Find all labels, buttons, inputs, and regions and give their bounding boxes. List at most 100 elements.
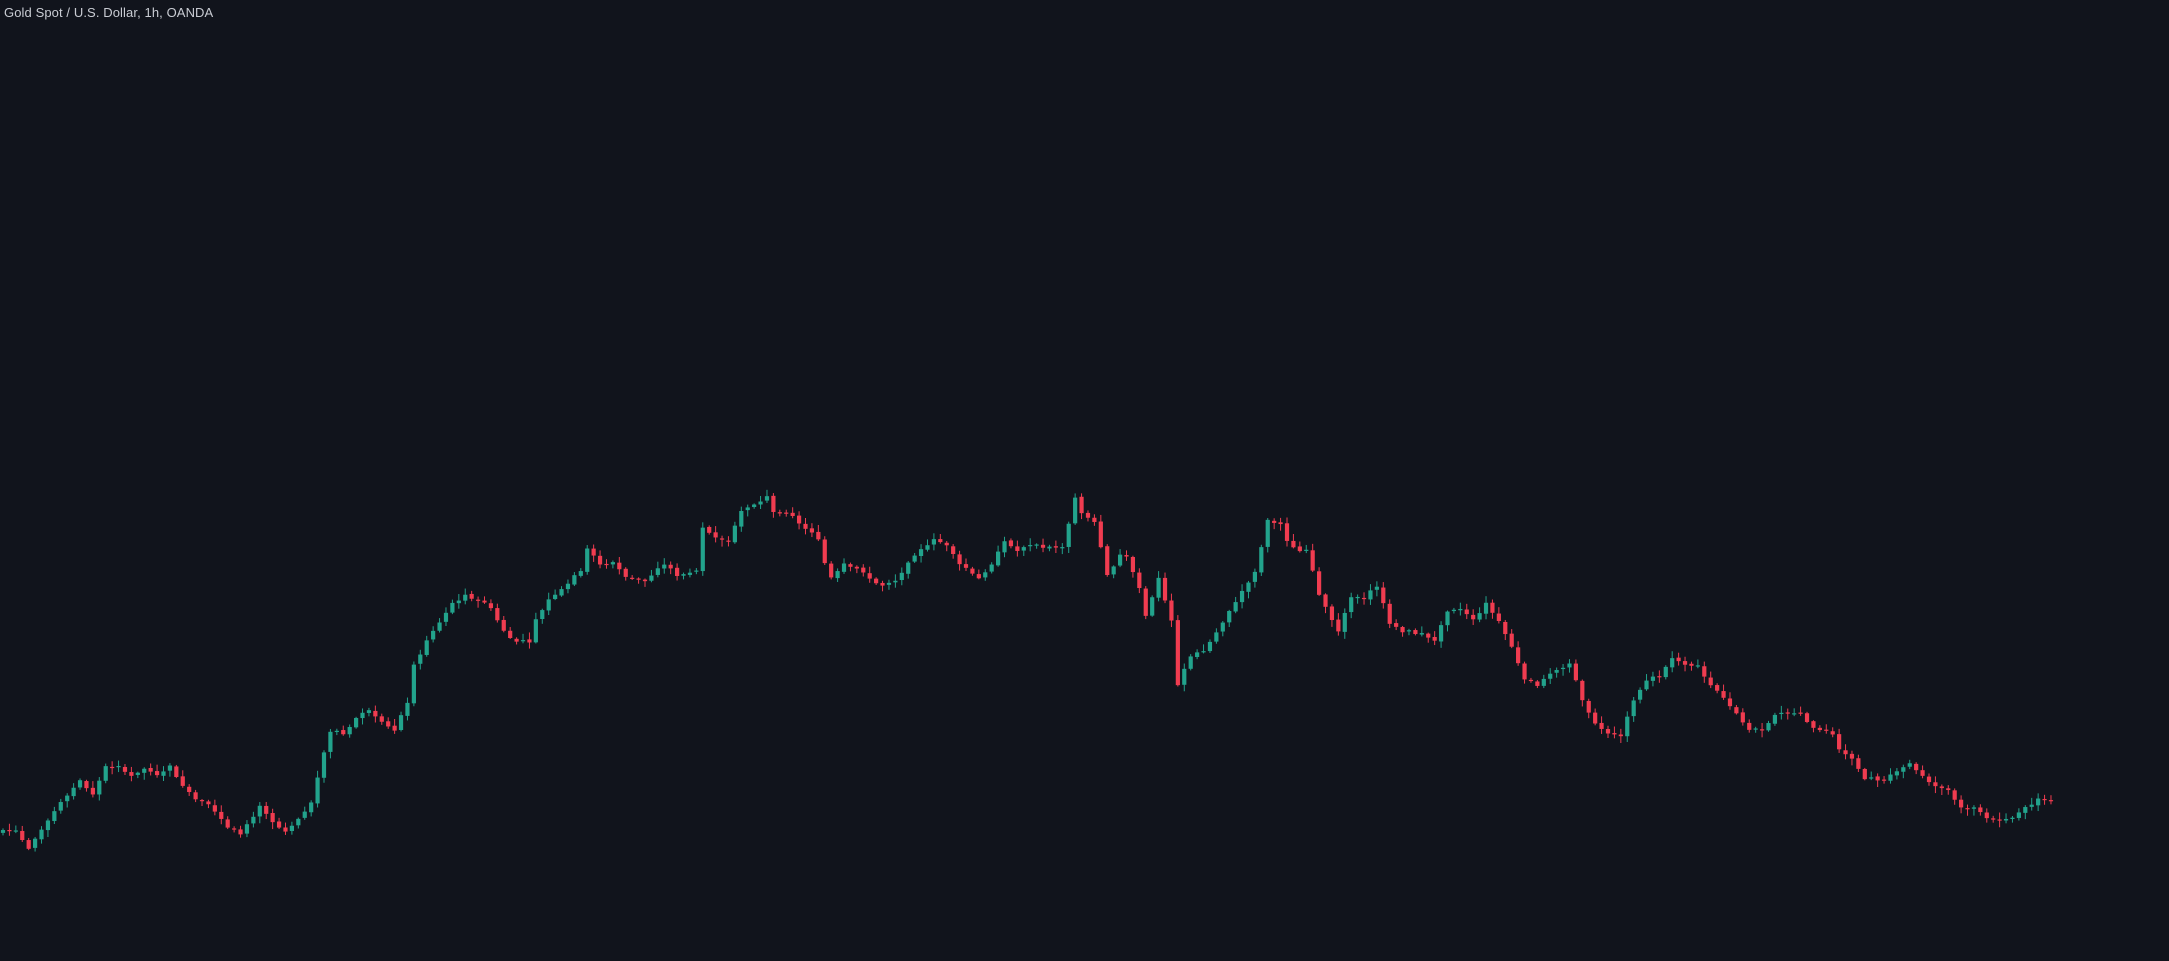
candle-up xyxy=(328,731,333,752)
candle-up xyxy=(135,772,140,775)
candle-down xyxy=(1849,753,1855,759)
candle-down xyxy=(1105,546,1110,576)
candle-up xyxy=(1445,611,1450,626)
candle-down xyxy=(206,801,211,805)
candle-down xyxy=(1759,729,1765,731)
candle-down xyxy=(1413,630,1418,635)
candle-down xyxy=(1804,713,1810,722)
candle-up xyxy=(1060,547,1065,549)
candle-up xyxy=(463,594,468,601)
candle-down xyxy=(1528,679,1534,682)
candle-down xyxy=(1124,555,1129,557)
candle-down xyxy=(963,564,969,568)
candle-up xyxy=(13,830,18,832)
candle-down xyxy=(1323,594,1328,607)
candle-up xyxy=(1233,602,1238,612)
candle-down xyxy=(617,562,622,570)
candle-up xyxy=(315,777,320,804)
candle-up xyxy=(366,710,372,713)
candle-up xyxy=(33,838,38,848)
candle-up xyxy=(39,829,44,840)
candle-up xyxy=(65,795,70,802)
candle-down xyxy=(1933,782,1938,787)
candle-down xyxy=(1708,677,1713,686)
candle-down xyxy=(1137,572,1142,589)
candle-up xyxy=(1021,547,1026,551)
candle-down xyxy=(867,573,872,579)
candle-down xyxy=(636,578,641,580)
candle-up xyxy=(405,702,410,716)
candle-down xyxy=(1175,620,1180,686)
candle-down xyxy=(1914,763,1919,771)
candle-down xyxy=(1676,657,1681,662)
candle-up xyxy=(649,575,654,581)
candle-up xyxy=(565,583,571,590)
candle-down xyxy=(110,766,115,769)
candle-down xyxy=(809,528,815,533)
candle-up xyxy=(1073,497,1078,524)
candle-down xyxy=(148,767,153,772)
candle-up xyxy=(354,717,359,728)
candle-up xyxy=(0,830,6,833)
candle-up xyxy=(1066,523,1071,547)
candle-down xyxy=(938,539,943,543)
candle-up xyxy=(71,787,76,797)
candle-down xyxy=(623,568,628,577)
candle-down xyxy=(1085,512,1091,518)
candle-up xyxy=(681,574,686,576)
candle-down xyxy=(373,710,378,717)
candle-down xyxy=(379,716,384,722)
candle-up xyxy=(886,582,892,585)
candle-down xyxy=(1856,758,1861,769)
candle-down xyxy=(951,546,956,554)
candle-down xyxy=(1946,788,1951,791)
candle-up xyxy=(989,564,994,572)
candle-up xyxy=(732,525,737,543)
candle-up xyxy=(1631,700,1636,717)
candle-up xyxy=(1541,678,1546,686)
candle-down xyxy=(1715,685,1720,691)
candle-down xyxy=(675,567,680,576)
candle-down xyxy=(508,630,513,638)
candle-down xyxy=(796,515,802,524)
candle-down xyxy=(861,567,866,573)
candle-up xyxy=(1638,689,1643,700)
candle-down xyxy=(2042,798,2047,801)
candle-up xyxy=(559,589,564,596)
candle-down xyxy=(790,512,795,517)
candle-up xyxy=(1419,633,1424,635)
candle-up xyxy=(1259,547,1264,573)
candle-down xyxy=(469,593,474,599)
candle-down xyxy=(1599,722,1604,729)
candle-down xyxy=(276,821,282,828)
candle-down xyxy=(199,800,205,802)
candle-up xyxy=(418,654,423,664)
candle-down xyxy=(1593,712,1598,724)
candle-up xyxy=(899,572,904,581)
candle-down xyxy=(495,608,500,621)
candle-up xyxy=(1567,663,1572,668)
candle-up xyxy=(700,527,705,572)
candle-up xyxy=(739,511,744,527)
candle-up xyxy=(103,766,108,781)
candle-up xyxy=(931,539,936,545)
candle-down xyxy=(1278,522,1283,525)
candle-down xyxy=(803,523,808,529)
candle-up xyxy=(167,765,173,771)
candle-up xyxy=(321,752,327,778)
candle-up xyxy=(1907,763,1912,767)
candle-down xyxy=(1580,680,1585,701)
candle-down xyxy=(726,540,731,542)
candle-up xyxy=(97,780,102,795)
candle-down xyxy=(270,813,275,823)
candle-down xyxy=(20,830,25,841)
candle-up xyxy=(142,768,147,773)
chart-title: Gold Spot / U.S. Dollar, 1h, OANDA xyxy=(4,5,214,20)
candle-down xyxy=(475,599,481,601)
candle-up xyxy=(1663,666,1668,678)
candle-up xyxy=(1772,714,1778,724)
candle-up xyxy=(752,504,757,508)
candle-up xyxy=(925,545,930,550)
candle-up xyxy=(1451,609,1457,612)
candle-up xyxy=(1753,728,1758,730)
